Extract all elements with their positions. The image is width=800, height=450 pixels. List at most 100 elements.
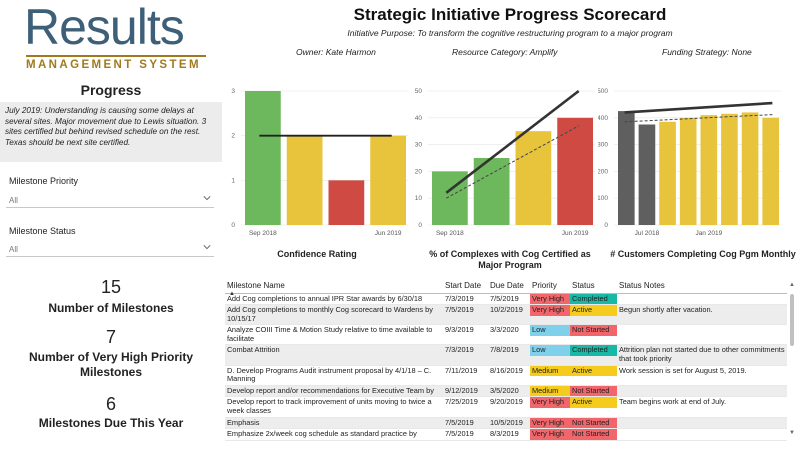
bar[interactable]	[370, 135, 406, 225]
milestone-name-cell: Add Cog completions to monthly Cog score…	[225, 304, 443, 326]
milestone-name-cell: Develop report and/or recommendations fo…	[225, 385, 443, 398]
y-tick-label: 0	[231, 222, 235, 229]
status-cell: Active	[570, 396, 617, 418]
milestone-status-dropdown[interactable]: All	[6, 241, 214, 257]
priority-chip: Low	[530, 345, 570, 357]
bar[interactable]	[286, 135, 323, 225]
y-tick-label: 200	[598, 168, 608, 175]
column-header-start-date[interactable]: Start Date	[443, 279, 488, 294]
table-row[interactable]: Emphasize 2x/week cog schedule as standa…	[225, 428, 787, 441]
start-date-cell: 7/5/2019	[443, 304, 488, 326]
customers-completing-chart[interactable]: 0 100 200 300 400 500 Jul 2018 Jan 2019	[598, 85, 786, 245]
status-notes-cell	[617, 417, 787, 430]
bar[interactable]	[762, 117, 779, 225]
status-notes-cell	[617, 385, 787, 398]
chart-title-customers: # Customers Completing Cog Pgm Monthly	[610, 249, 796, 259]
start-date-cell: 7/11/2019	[443, 365, 488, 386]
bar[interactable]	[245, 91, 281, 225]
milestone-name-cell: D. Develop Programs Audit instrument pro…	[225, 365, 443, 386]
priority-cell: Very High	[530, 293, 570, 306]
kpi-very-high-label: Number of Very High Priority Milestones	[28, 350, 194, 379]
table-row[interactable]: Develop report and/or recommendations fo…	[225, 385, 787, 398]
due-date-cell: 3/5/2020	[488, 385, 530, 398]
bar[interactable]	[659, 121, 676, 225]
priority-chip: Very High	[530, 397, 570, 409]
milestone-priority-dropdown[interactable]: All	[6, 192, 214, 208]
due-date-cell: 10/2/2019	[488, 304, 530, 326]
target-line	[624, 101, 773, 114]
bar[interactable]	[638, 124, 656, 226]
priority-chip: Medium	[530, 365, 570, 377]
start-date-cell: 7/25/2019	[443, 396, 488, 418]
owner-label: Owner: Kate Harmon	[296, 47, 376, 57]
table-row[interactable]: Combat Attrition 7/3/2019 7/8/2019 Low Compl…	[225, 344, 787, 366]
milestone-name-cell: Combat Attrition	[225, 344, 443, 366]
due-date-cell: 7/8/2019	[488, 344, 530, 366]
scroll-thumb[interactable]	[790, 294, 794, 346]
status-notes-cell	[617, 428, 787, 441]
x-tick-label: Jan 2019	[695, 230, 722, 237]
y-tick-label: 0	[418, 222, 422, 229]
funding-strategy-label: Funding Strategy: None	[662, 47, 752, 57]
column-header-milestone-name[interactable]: Milestone Name	[225, 279, 443, 294]
status-notes-cell: Attrition plan not started due to other …	[617, 344, 787, 366]
x-tick-label: Sep 2018	[249, 230, 277, 237]
milestone-name-cell: Add Cog completions to annual IPR Star a…	[225, 293, 443, 306]
bar[interactable]	[700, 115, 718, 225]
y-tick-label: 30	[415, 142, 423, 149]
progress-note: July 2019: Understanding is causing some…	[0, 102, 222, 162]
priority-cell: Very High	[530, 304, 570, 326]
y-tick-label: 20	[415, 168, 423, 175]
status-chip: Not Started	[570, 325, 617, 336]
bar[interactable]	[721, 113, 738, 225]
table-row[interactable]: Develop report to track improvement of u…	[225, 396, 787, 418]
table-row[interactable]: Add Cog completions to monthly Cog score…	[225, 304, 787, 326]
logo-rule	[26, 55, 206, 57]
priority-cell: Very High	[530, 428, 570, 441]
y-tick-label: 0	[604, 222, 608, 229]
column-header-due-date[interactable]: Due Date	[488, 279, 530, 294]
chart-svg: 0 1 2 3 Sep 2018 Jun 2019	[231, 88, 408, 237]
status-chip: Active	[570, 365, 617, 377]
cog-certified-chart[interactable]: 0 10 20 30 40 50 Sep 2018 Jun 2019	[412, 85, 600, 245]
column-header-status[interactable]: Status	[570, 279, 617, 294]
status-cell: Active	[570, 304, 617, 326]
milestone-status-value: All	[9, 245, 18, 254]
due-date-cell: 9/20/2019	[488, 396, 530, 418]
chart-svg: 0 100 200 300 400 500 Jul 2018 Jan 2019	[598, 88, 781, 237]
table-row[interactable]: Add Cog completions to annual IPR Star a…	[225, 293, 787, 306]
y-tick-label: 3	[231, 88, 235, 95]
sort-arrow-icon[interactable]: ▲	[229, 291, 235, 297]
priority-chip: Very High	[530, 417, 570, 428]
bar[interactable]	[328, 180, 365, 225]
status-chip: Active	[570, 305, 617, 316]
logo-tagline: MANAGEMENT SYSTEM	[26, 59, 201, 71]
bar[interactable]	[515, 131, 552, 225]
status-notes-cell: Begun shortly after vacation.	[617, 304, 787, 326]
bar[interactable]	[679, 117, 697, 225]
table-row[interactable]: Analyze COIII Time & Motion Study relati…	[225, 324, 787, 346]
column-header-priority[interactable]: Priority	[530, 279, 570, 294]
due-date-cell: 8/3/2019	[488, 428, 530, 441]
column-header-status-notes[interactable]: Status Notes	[617, 279, 787, 294]
kpi-milestones-label: Number of Milestones	[48, 301, 174, 315]
bar[interactable]	[618, 111, 635, 225]
table-scrollbar[interactable]: ▲ ▼	[789, 280, 795, 440]
bar[interactable]	[473, 158, 510, 225]
bar[interactable]	[557, 117, 593, 225]
priority-cell: Very High	[530, 396, 570, 418]
scroll-up-icon[interactable]: ▲	[789, 282, 795, 288]
milestones-table[interactable]: Milestone Name Start Date Due Date Priority…	[225, 279, 787, 445]
start-date-cell: 7/3/2019	[443, 344, 488, 366]
x-tick-label: Sep 2018	[436, 230, 464, 237]
due-date-cell: 3/3/2020	[488, 324, 530, 346]
scroll-down-icon[interactable]: ▼	[789, 430, 795, 436]
confidence-rating-chart[interactable]: 0 1 2 3 Sep 2018 Jun 2019	[225, 85, 413, 245]
status-cell: Not Started	[570, 324, 617, 346]
status-cell: Not Started	[570, 417, 617, 430]
table-row[interactable]: Emphasis 7/5/2019 10/5/2019 Very High Not St…	[225, 417, 787, 430]
priority-cell: Medium	[530, 385, 570, 398]
milestone-priority-label: Milestone Priority	[9, 176, 79, 186]
bar[interactable]	[741, 112, 759, 225]
table-row[interactable]: D. Develop Programs Audit instrument pro…	[225, 365, 787, 386]
